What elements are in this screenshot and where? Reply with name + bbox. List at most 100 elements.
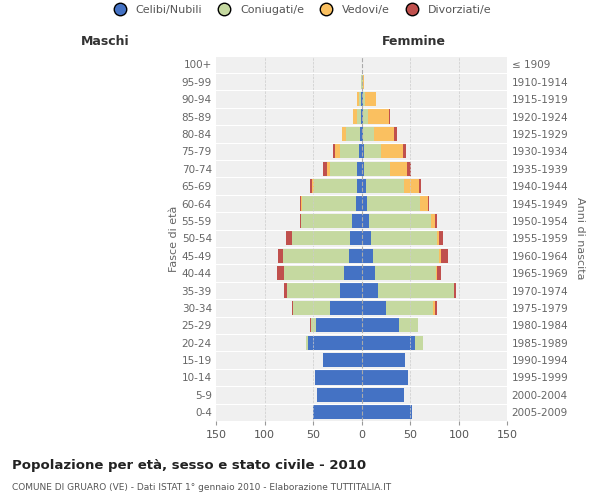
- Text: Femmine: Femmine: [382, 36, 446, 49]
- Bar: [434, 214, 437, 228]
- Bar: [353, 110, 357, 124]
- Bar: [437, 231, 439, 246]
- Bar: [362, 370, 409, 384]
- Bar: [420, 196, 428, 210]
- Bar: [329, 301, 362, 315]
- Bar: [313, 405, 362, 419]
- Bar: [403, 144, 406, 158]
- Bar: [350, 231, 362, 246]
- Bar: [378, 284, 454, 298]
- Bar: [310, 179, 312, 194]
- Bar: [307, 336, 308, 350]
- Bar: [357, 162, 362, 176]
- Bar: [349, 248, 362, 263]
- Bar: [362, 388, 404, 402]
- Bar: [362, 336, 415, 350]
- Bar: [362, 92, 365, 106]
- Bar: [277, 266, 284, 280]
- Bar: [292, 301, 293, 315]
- Bar: [357, 92, 359, 106]
- Bar: [359, 92, 361, 106]
- Bar: [436, 266, 437, 280]
- Bar: [308, 336, 362, 350]
- Bar: [386, 301, 433, 315]
- Bar: [362, 284, 378, 298]
- Bar: [312, 179, 314, 194]
- Bar: [293, 301, 329, 315]
- Bar: [292, 231, 350, 246]
- Bar: [362, 301, 386, 315]
- Bar: [362, 214, 370, 228]
- Bar: [431, 214, 434, 228]
- Y-axis label: Anni di nascita: Anni di nascita: [575, 197, 585, 280]
- Bar: [315, 370, 362, 384]
- Bar: [381, 144, 403, 158]
- Bar: [284, 284, 287, 298]
- Bar: [376, 266, 436, 280]
- Bar: [311, 318, 316, 332]
- Bar: [374, 127, 394, 141]
- Bar: [323, 353, 362, 367]
- Bar: [389, 110, 390, 124]
- Bar: [407, 162, 411, 176]
- Bar: [301, 196, 302, 210]
- Bar: [362, 74, 364, 89]
- Bar: [340, 144, 359, 158]
- Bar: [357, 110, 361, 124]
- Bar: [415, 336, 423, 350]
- Bar: [362, 162, 364, 176]
- Bar: [364, 144, 381, 158]
- Bar: [362, 127, 374, 141]
- Text: COMUNE DI GRUARO (VE) - Dati ISTAT 1° gennaio 2010 - Elaborazione TUTTITALIA.IT: COMUNE DI GRUARO (VE) - Dati ISTAT 1° ge…: [12, 484, 391, 492]
- Bar: [390, 162, 407, 176]
- Bar: [370, 214, 431, 228]
- Bar: [368, 110, 389, 124]
- Bar: [394, 127, 397, 141]
- Bar: [362, 144, 364, 158]
- Bar: [342, 127, 346, 141]
- Bar: [437, 266, 442, 280]
- Text: Maschi: Maschi: [81, 36, 130, 49]
- Bar: [373, 248, 439, 263]
- Bar: [317, 388, 362, 402]
- Bar: [329, 162, 357, 176]
- Bar: [299, 196, 301, 210]
- Bar: [433, 301, 434, 315]
- Bar: [356, 196, 362, 210]
- Bar: [323, 162, 327, 176]
- Legend: Celibi/Nubili, Coniugati/e, Vedovi/e, Divorziati/e: Celibi/Nubili, Coniugati/e, Vedovi/e, Di…: [104, 0, 496, 20]
- Bar: [360, 127, 362, 141]
- Bar: [365, 179, 404, 194]
- Bar: [362, 353, 406, 367]
- Bar: [310, 318, 311, 332]
- Bar: [284, 266, 344, 280]
- Bar: [362, 179, 365, 194]
- Y-axis label: Fasce di età: Fasce di età: [169, 205, 179, 272]
- Bar: [335, 144, 340, 158]
- Bar: [316, 318, 362, 332]
- Bar: [332, 144, 335, 158]
- Bar: [362, 405, 412, 419]
- Bar: [364, 162, 390, 176]
- Bar: [357, 179, 362, 194]
- Bar: [278, 248, 283, 263]
- Bar: [361, 74, 362, 89]
- Bar: [362, 318, 398, 332]
- Bar: [362, 196, 367, 210]
- Bar: [454, 284, 456, 298]
- Bar: [428, 196, 429, 210]
- Bar: [302, 196, 356, 210]
- Bar: [434, 301, 437, 315]
- Bar: [398, 318, 418, 332]
- Text: Popolazione per età, sesso e stato civile - 2010: Popolazione per età, sesso e stato civil…: [12, 460, 366, 472]
- Bar: [287, 284, 340, 298]
- Bar: [314, 179, 357, 194]
- Bar: [344, 266, 362, 280]
- Bar: [367, 196, 420, 210]
- Bar: [362, 266, 376, 280]
- Bar: [439, 231, 443, 246]
- Bar: [359, 144, 362, 158]
- Bar: [286, 231, 292, 246]
- Bar: [442, 248, 448, 263]
- Bar: [419, 179, 421, 194]
